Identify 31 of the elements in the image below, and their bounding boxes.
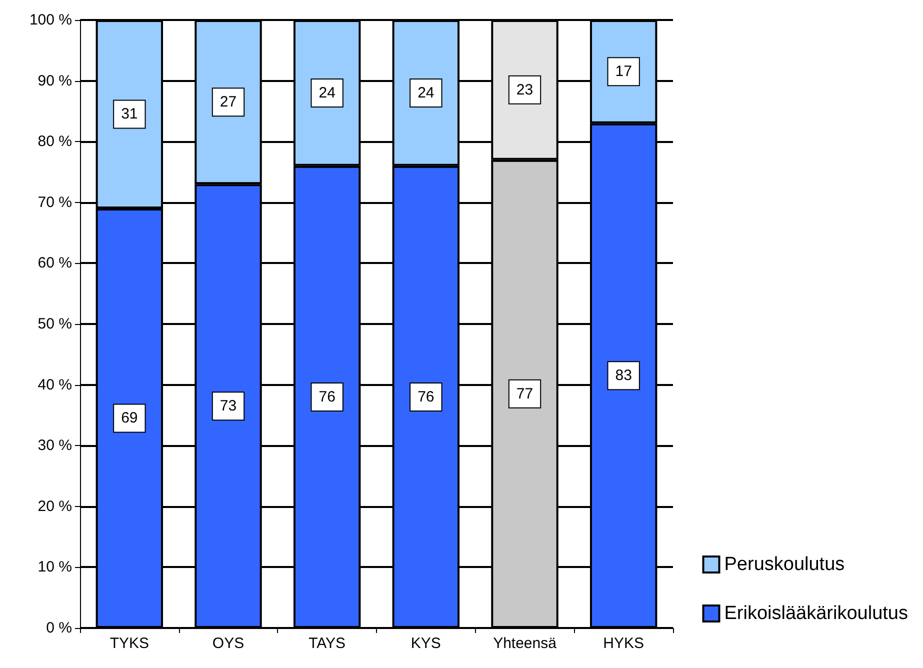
y-tick-label: 30 % [38, 437, 72, 454]
data-label: 31 [121, 106, 138, 123]
y-tick-label: 40 % [38, 376, 72, 394]
y-tick-label: 50 % [38, 316, 72, 332]
y-tick-label: 80 % [38, 133, 72, 150]
y-tick-label: 0 % [46, 620, 72, 636]
data-label: 77 [516, 385, 534, 402]
data-label: 27 [220, 94, 237, 111]
y-tick-label: 60 % [38, 254, 72, 272]
data-label: 76 [418, 388, 434, 406]
x-tick-label: TAYS [308, 635, 346, 652]
data-label: 24 [418, 84, 434, 102]
data-label: 73 [220, 398, 237, 415]
legend-label: Peruskoulutus [724, 554, 845, 575]
data-label: 17 [615, 63, 632, 80]
data-label: 24 [318, 84, 336, 102]
legend-label: Erikoislääkärikoulutus [724, 603, 908, 624]
y-tick-label: 100 % [29, 12, 72, 28]
data-label: 23 [516, 81, 534, 98]
data-label: 69 [121, 410, 138, 427]
y-tick-label: 90 % [38, 72, 72, 90]
data-label: 83 [615, 367, 632, 384]
data-label: 76 [318, 388, 336, 406]
x-tick-label: Yhteensä [493, 635, 558, 652]
x-tick-label: KYS [410, 635, 441, 652]
x-tick-label: HYKS [603, 635, 644, 652]
y-tick-label: 70 % [38, 194, 72, 211]
x-tick-label: TYKS [110, 635, 150, 652]
x-tick-label: OYS [212, 635, 244, 652]
y-tick-label: 10 % [38, 558, 72, 576]
y-tick-label: 20 % [38, 498, 72, 515]
